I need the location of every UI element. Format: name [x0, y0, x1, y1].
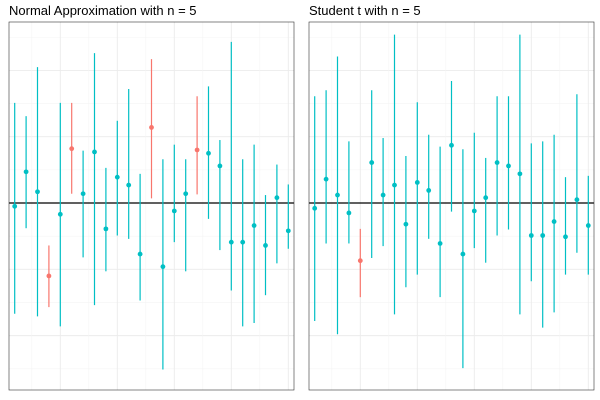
point-estimate	[551, 219, 557, 224]
point-estimate	[183, 191, 189, 197]
point-estimate	[206, 150, 211, 156]
point-estimate	[335, 192, 340, 198]
point-estimate	[171, 208, 177, 214]
point-estimate	[460, 251, 466, 257]
panel-student-t: Student t with n = 5	[308, 3, 595, 391]
point-estimate	[228, 239, 234, 245]
point-estimate	[12, 203, 18, 209]
point-estimate	[312, 205, 318, 211]
point-estimate	[403, 221, 409, 227]
point-estimate	[194, 147, 200, 153]
point-estimate	[540, 233, 546, 238]
point-estimate	[369, 160, 375, 165]
point-estimate	[160, 264, 166, 270]
point-estimate	[323, 176, 329, 182]
point-estimate	[346, 210, 352, 216]
point-estimate	[357, 258, 363, 264]
panel-title-normal: Normal Approximation with n = 5	[9, 3, 197, 18]
point-estimate	[285, 228, 291, 234]
panel-title-student-t: Student t with n = 5	[309, 3, 421, 18]
point-estimate	[392, 182, 397, 188]
point-estimate	[517, 171, 523, 177]
point-estimate	[380, 192, 386, 198]
point-estimate	[574, 197, 580, 203]
point-estimate	[274, 195, 280, 201]
point-estimate	[251, 223, 257, 228]
panel-border-student-t	[308, 21, 595, 391]
panel-border-normal	[8, 21, 295, 391]
point-estimate	[585, 223, 591, 228]
intervals-student-t	[309, 34, 594, 369]
point-estimate	[80, 191, 86, 197]
point-estimate	[494, 160, 500, 165]
panel-normal: Normal Approximation with n = 5	[8, 3, 295, 391]
point-estimate	[437, 241, 443, 246]
point-estimate	[114, 174, 120, 180]
point-estimate	[563, 234, 568, 240]
point-estimate	[35, 189, 40, 195]
point-estimate	[69, 146, 75, 152]
point-estimate	[57, 211, 63, 217]
point-estimate	[483, 195, 489, 201]
point-estimate	[528, 233, 534, 238]
point-estimate	[46, 273, 52, 279]
point-estimate	[217, 163, 223, 169]
point-estimate	[137, 251, 143, 257]
point-estimate	[92, 149, 97, 155]
point-estimate	[449, 142, 454, 148]
point-estimate	[426, 188, 432, 193]
point-estimate	[263, 243, 268, 248]
point-estimate	[103, 226, 109, 232]
point-estimate	[23, 169, 29, 175]
point-estimate	[126, 182, 132, 188]
point-estimate	[149, 125, 154, 130]
intervals-normal	[9, 41, 294, 370]
point-estimate	[240, 239, 246, 245]
point-estimate	[506, 163, 511, 169]
point-estimate	[471, 208, 477, 214]
point-estimate	[414, 180, 420, 185]
